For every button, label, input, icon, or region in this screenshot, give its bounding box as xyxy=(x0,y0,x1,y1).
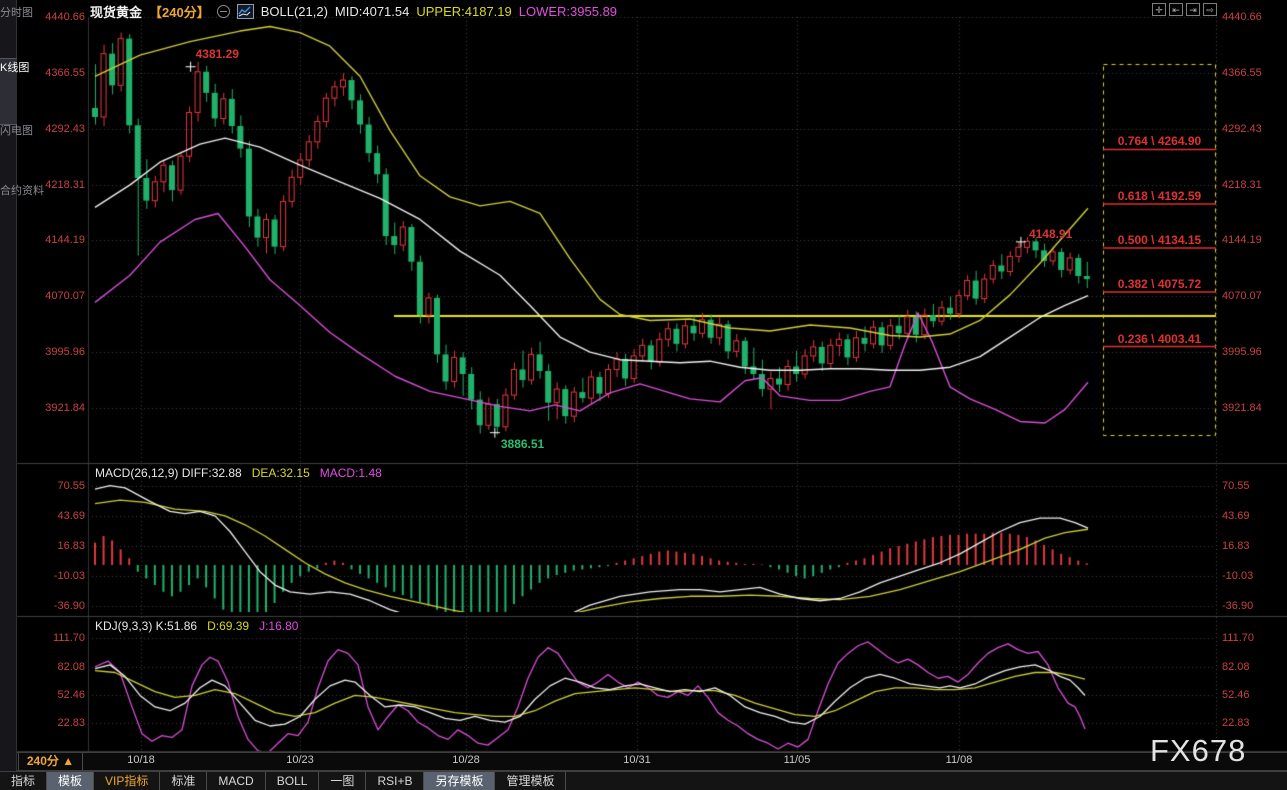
toolbar-button-4[interactable]: 标准 xyxy=(160,772,208,790)
toolbar-button-5[interactable]: MACD xyxy=(207,772,266,790)
toolbar-button-10[interactable]: 管理模板 xyxy=(495,772,567,790)
toolbar-button-2[interactable]: 模板 xyxy=(47,772,95,790)
y-axis-label: 3921.84 xyxy=(1222,402,1262,415)
boll-lower-value: LOWER:3955.89 xyxy=(518,4,618,19)
exit-right-icon[interactable]: ⇨ xyxy=(1203,3,1217,16)
fib-level-label: 0.500 \ 4134.15 xyxy=(1117,233,1202,248)
y-axis-label: 22.83 xyxy=(57,717,85,730)
kdj-pane-title: KDJ(9,3,3) K:51.86 D:69.39 J:16.80 xyxy=(95,619,298,633)
y-axis-label: 82.08 xyxy=(1222,660,1250,673)
y-axis-label: 4440.66 xyxy=(45,11,85,23)
collapse-minus-icon[interactable] xyxy=(216,5,230,18)
macd-dea-label: DEA:32.15 xyxy=(251,466,310,480)
bottom-toolbar: 指标 模板 VIP指标 标准 MACD BOLL 一图 RSI+B 另存模板 管理模板 xyxy=(0,771,1287,790)
y-axis-label: 4218.31 xyxy=(1222,178,1262,191)
swing-low-label: 3886.51 xyxy=(500,436,545,451)
sidebar-tab-3[interactable]: 闪电图 xyxy=(0,125,33,137)
period-arrow-icon: ▲ xyxy=(62,754,75,768)
date-label: 10/18 xyxy=(127,754,155,766)
chart-tool-icons: ✛ ⇤ ⇥ ⇨ xyxy=(1152,3,1217,16)
period-tag[interactable]: 【240分】 xyxy=(149,5,210,20)
y-axis-label: 43.69 xyxy=(1222,510,1250,523)
watermark: FX678 xyxy=(1150,733,1247,768)
y-axis-label: 3921.84 xyxy=(45,402,85,415)
y-axis-label: 111.70 xyxy=(52,632,85,645)
toolbar-button-7[interactable]: 一图 xyxy=(319,772,367,790)
y-axis-label: -10.03 xyxy=(1222,570,1254,583)
toolbar-button-1[interactable]: 指标 xyxy=(0,772,48,790)
y-axis-label: 4292.43 xyxy=(1222,122,1262,135)
instrument-name: 现货黄金 xyxy=(90,5,143,20)
y-axis-label: 4440.66 xyxy=(1222,11,1262,23)
y-axis-label: 3995.96 xyxy=(1222,346,1262,359)
y-axis-label: 70.55 xyxy=(1222,480,1250,493)
y-axis-label: 4070.07 xyxy=(1222,290,1262,303)
date-label: 10/28 xyxy=(452,754,480,766)
period-selector[interactable]: 240分 ▲ xyxy=(18,753,83,770)
y-axis-label: 52.46 xyxy=(57,689,85,701)
y-axis-label: -10.03 xyxy=(53,570,85,583)
recent-high-label: 4148.91 xyxy=(1028,226,1073,241)
fib-level-label: 0.618 \ 4192.59 xyxy=(1117,188,1202,203)
kdj-j-label: J:16.80 xyxy=(259,619,299,633)
macd-diff-label: MACD(26,12,9) DIFF:32.88 xyxy=(95,466,242,480)
y-axis-label: 70.55 xyxy=(57,480,85,493)
toolbar-button-9[interactable]: 另存模板 xyxy=(424,772,496,790)
pan-right-icon[interactable]: ⇥ xyxy=(1186,3,1200,16)
kdj-d-label: D:69.39 xyxy=(207,619,250,633)
macd-value-label: MACD:1.48 xyxy=(319,466,382,480)
y-axis-label: 4292.43 xyxy=(45,122,85,135)
mini-chart-icon[interactable] xyxy=(236,4,254,19)
y-axis-label: 16.83 xyxy=(1222,540,1250,553)
left-sidebar: 分时图 K线图闪电图合约资料 xyxy=(0,0,44,790)
swing-high-label: 4381.29 xyxy=(195,46,239,61)
y-axis-label: 111.70 xyxy=(1222,632,1255,645)
chart-header: 现货黄金 【240分】 BOLL(21,2) MID:4071.54 UPPER… xyxy=(90,3,617,20)
date-label: 10/23 xyxy=(286,754,314,766)
y-axis-label: -36.90 xyxy=(1222,600,1254,613)
boll-params-label: BOLL(21,2) xyxy=(260,4,328,19)
y-axis-label: 16.83 xyxy=(57,540,85,553)
boll-upper-value: UPPER:4187.19 xyxy=(416,4,512,19)
fib-level-label: 0.236 \ 4003.41 xyxy=(1117,331,1202,346)
date-label: 11/08 xyxy=(945,754,973,766)
macd-pane-title: MACD(26,12,9) DIFF:32.88 DEA:32.15 MACD:… xyxy=(95,466,382,480)
time-axis-row xyxy=(17,752,1287,771)
toolbar-button-3[interactable]: VIP指标 xyxy=(94,772,161,790)
y-axis-label: 43.69 xyxy=(57,510,85,523)
y-axis-label: 4144.19 xyxy=(45,234,85,247)
y-axis-label: 4144.19 xyxy=(1222,234,1262,247)
y-axis-label: 4366.55 xyxy=(1222,66,1262,79)
kdj-k-label: KDJ(9,3,3) K:51.86 xyxy=(95,619,198,633)
sidebar-tab-2[interactable]: K线图 xyxy=(0,58,29,125)
toolbar-button-8[interactable]: RSI+B xyxy=(366,772,425,790)
crosshair-icon[interactable]: ✛ xyxy=(1152,3,1166,16)
period-label: 240分 xyxy=(26,754,59,768)
y-axis-label: 4218.31 xyxy=(45,178,85,191)
fib-level-label: 0.764 \ 4264.90 xyxy=(1117,134,1202,149)
sidebar-tab-4[interactable]: 合约资料 xyxy=(0,182,44,259)
date-label: 11/05 xyxy=(783,754,811,766)
toolbar-button-6[interactable]: BOLL xyxy=(266,772,320,790)
pan-left-icon[interactable]: ⇤ xyxy=(1169,3,1183,16)
date-label: 10/31 xyxy=(623,754,651,766)
y-axis-label: 4070.07 xyxy=(45,290,85,303)
y-axis-label: -36.90 xyxy=(53,600,85,613)
y-axis-label: 3995.96 xyxy=(45,346,85,359)
y-axis-label: 22.83 xyxy=(1222,717,1250,730)
y-axis-label: 52.46 xyxy=(1222,689,1250,701)
boll-mid-value: MID:4071.54 xyxy=(334,4,410,19)
y-axis-label: 4366.55 xyxy=(45,66,85,79)
y-axis-label: 82.08 xyxy=(57,660,85,673)
sidebar-tab-1[interactable]: 分时图 xyxy=(0,7,33,19)
fib-level-label: 0.382 \ 4075.72 xyxy=(1117,277,1202,292)
